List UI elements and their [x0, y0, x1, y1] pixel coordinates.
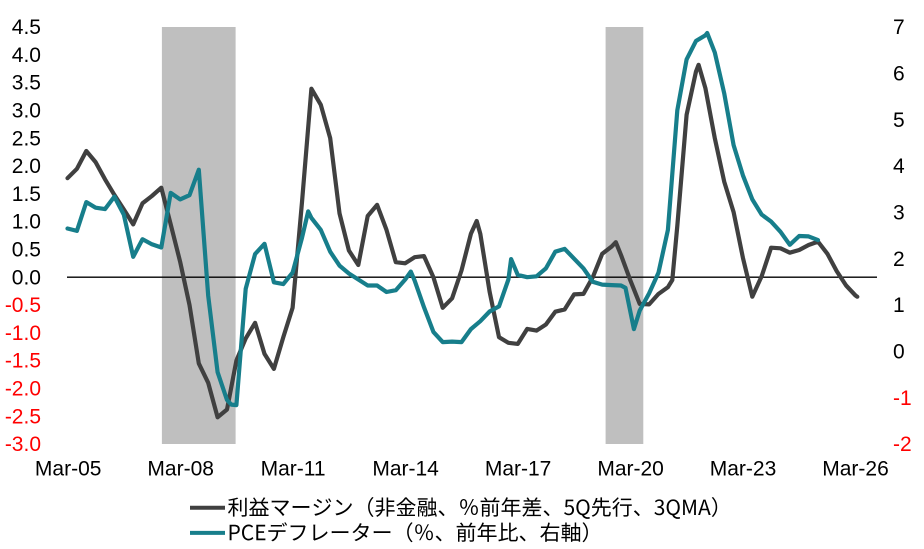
- svg-text:3.0: 3.0: [12, 100, 41, 123]
- svg-text:-2: -2: [893, 433, 912, 456]
- svg-text:2.0: 2.0: [12, 155, 41, 178]
- svg-text:Mar-14: Mar-14: [372, 458, 439, 481]
- svg-text:Mar-17: Mar-17: [485, 458, 552, 481]
- svg-text:3.5: 3.5: [12, 72, 41, 95]
- svg-text:4.5: 4.5: [12, 16, 41, 39]
- svg-text:0: 0: [893, 340, 905, 363]
- svg-text:2.5: 2.5: [12, 127, 41, 150]
- svg-text:Mar-26: Mar-26: [822, 458, 889, 481]
- svg-text:5: 5: [893, 109, 905, 132]
- svg-text:Mar-05: Mar-05: [35, 458, 102, 481]
- svg-text:-1.0: -1.0: [5, 322, 41, 345]
- svg-text:Mar-20: Mar-20: [597, 458, 664, 481]
- svg-text:1.0: 1.0: [12, 211, 41, 234]
- svg-text:Mar-08: Mar-08: [147, 458, 214, 481]
- svg-text:-1.5: -1.5: [5, 350, 41, 373]
- svg-text:1.5: 1.5: [12, 183, 41, 206]
- svg-text:-1: -1: [893, 387, 912, 410]
- svg-text:6: 6: [893, 62, 905, 85]
- svg-text:-2.5: -2.5: [5, 405, 41, 428]
- svg-text:-0.5: -0.5: [5, 294, 41, 317]
- svg-text:Mar-23: Mar-23: [710, 458, 777, 481]
- svg-text:0.5: 0.5: [12, 239, 41, 262]
- svg-text:2: 2: [893, 248, 905, 271]
- svg-text:-2.0: -2.0: [5, 378, 41, 401]
- svg-text:4: 4: [893, 155, 905, 178]
- svg-text:1: 1: [893, 294, 905, 317]
- svg-text:4.0: 4.0: [12, 44, 41, 67]
- svg-text:7: 7: [893, 16, 905, 39]
- svg-text:-3.0: -3.0: [5, 433, 41, 456]
- svg-text:3: 3: [893, 201, 905, 224]
- svg-text:0.0: 0.0: [12, 266, 41, 289]
- svg-text:Mar-11: Mar-11: [261, 458, 326, 481]
